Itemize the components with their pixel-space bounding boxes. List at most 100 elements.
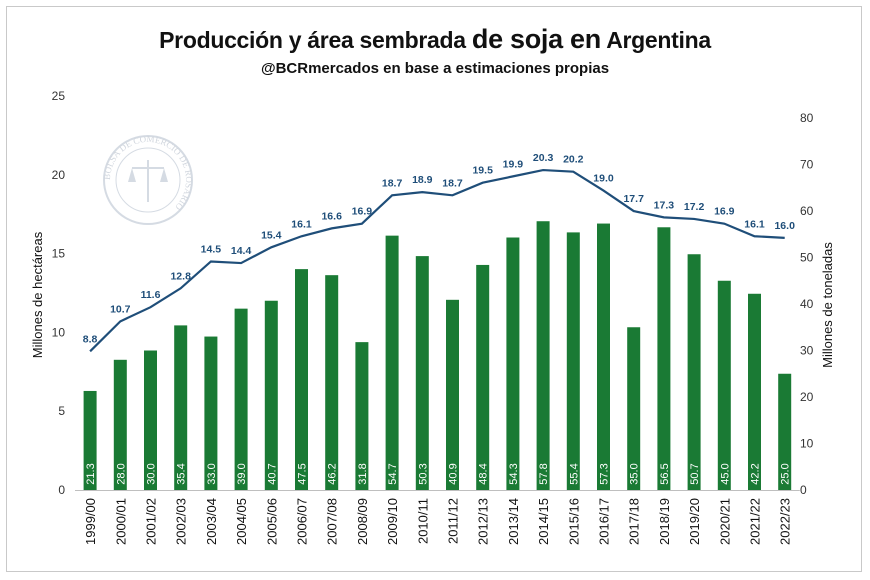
line-value-label: 10.7: [110, 303, 131, 315]
line-value-label: 8.8: [83, 333, 98, 345]
y-tick-label: 5: [58, 404, 65, 418]
line-value-label: 19.9: [503, 158, 524, 170]
bar-value-label: 35.4: [176, 463, 188, 484]
line-value-label: 17.7: [623, 193, 644, 205]
line-value-label: 15.4: [261, 229, 282, 241]
production-bar: [748, 293, 761, 490]
x-tick-label: 2004/05: [234, 498, 249, 545]
x-tick-label: 2002/03: [174, 498, 189, 545]
production-bar: [355, 342, 369, 490]
y2-tick-label: 60: [800, 204, 814, 218]
production-bar: [113, 359, 127, 490]
bar-value-label: 40.9: [448, 463, 460, 484]
bar-value-label: 57.3: [599, 463, 611, 484]
bar-value-label: 50.7: [689, 463, 701, 484]
bar-value-label: 42.2: [750, 463, 762, 484]
x-tick-label: 2014/15: [536, 498, 551, 545]
bcr-seal-watermark: BOLSA DE COMERCIO DE ROSARIO: [102, 134, 194, 225]
line-value-label: 16.9: [352, 206, 373, 218]
production-bar: [446, 299, 459, 490]
area-line-path: [89, 168, 785, 353]
bar-value-label: 28.0: [115, 463, 127, 484]
x-tick-label: 2012/13: [476, 498, 491, 545]
line-value-label: 19.0: [593, 173, 614, 185]
x-tick-label: 2018/19: [657, 498, 672, 545]
bar-value-label: 31.8: [357, 463, 369, 484]
bar-value-label: 33.0: [206, 463, 218, 484]
bar-value-label: 56.5: [659, 463, 671, 484]
bar-value-label: 40.7: [266, 463, 278, 484]
production-bar: [778, 373, 792, 490]
x-tick-label: 2008/09: [355, 498, 370, 545]
line-value-label: 18.7: [382, 177, 403, 189]
bar-value-label: 39.0: [236, 463, 248, 484]
bar-value-label: 47.5: [297, 463, 309, 484]
y-tick-label: 0: [58, 483, 65, 497]
production-bar: [144, 350, 157, 490]
x-tick-label: 2017/18: [627, 498, 642, 545]
x-tick-label: 2016/17: [597, 498, 612, 545]
y-tick-label: 10: [52, 325, 66, 339]
y-tick-label: 20: [52, 168, 66, 182]
line-value-label: 16.1: [744, 218, 765, 230]
line-value-label: 12.8: [170, 270, 191, 282]
chart-title: Producción y área sembrada de soja en Ar…: [159, 24, 711, 54]
line-value-label: 17.3: [654, 199, 675, 211]
production-bar: [83, 390, 97, 490]
x-axis: 1999/00 2000/01 2001/02 2002/03 2003/04 2004/…: [75, 490, 800, 545]
area-line: 8.8 10.7 11.6 12.8 14.5 14.4 15.4 16.1 16.6 16.9 1…: [83, 152, 795, 353]
x-tick-label: 2003/04: [204, 498, 219, 545]
x-tick-label: 2015/16: [566, 498, 581, 545]
x-tick-label: 2005/06: [264, 498, 279, 545]
y2-tick-label: 0: [800, 483, 807, 497]
x-tick-label: 2009/10: [385, 498, 400, 545]
line-value-label: 20.2: [563, 154, 584, 166]
production-bar: [295, 269, 308, 490]
y2-tick-label: 80: [800, 111, 814, 125]
bar-value-label: 30.0: [146, 463, 158, 484]
bar-value-label: 25.0: [780, 463, 792, 484]
line-value-label: 11.6: [141, 289, 161, 301]
y2-tick-label: 70: [800, 158, 814, 172]
y2-tick-label: 40: [800, 297, 814, 311]
line-value-label: 17.2: [684, 201, 705, 213]
bar-value-label: 21.3: [85, 463, 97, 484]
production-bar: [476, 264, 490, 490]
bar-value-label: 54.3: [508, 463, 520, 484]
production-bar: [657, 227, 671, 490]
line-value-label: 18.7: [442, 177, 463, 189]
production-bar: [204, 336, 218, 490]
bar-value-label: 46.2: [327, 463, 339, 484]
production-bar: [234, 308, 248, 490]
line-value-label: 16.1: [291, 218, 312, 230]
production-bar: [385, 235, 399, 490]
x-tick-label: 2001/02: [144, 498, 159, 545]
y-axis-left: 0 5 10 15 20 25: [52, 89, 66, 497]
bar-value-label: 55.4: [568, 463, 580, 484]
bar-value-label: 45.0: [719, 463, 731, 484]
y-axis-right: 0 10 20 30 40 50 60 70 80: [800, 111, 814, 497]
production-bars: 21.3 28.0 30.0 35.4 33.0 39.0 40.7 47.5 46.2 31.8…: [83, 221, 792, 491]
production-bar: [687, 254, 701, 490]
bar-value-label: 50.3: [417, 463, 429, 484]
x-tick-label: 1999/00: [83, 498, 98, 545]
production-bar: [264, 300, 278, 490]
y-tick-label: 25: [52, 89, 66, 103]
production-bar: [506, 237, 520, 490]
y-axis-title: Millones de hectáreas: [30, 231, 45, 358]
y-tick-label: 15: [52, 247, 66, 261]
production-bar: [717, 280, 731, 490]
y2-tick-label: 20: [800, 390, 814, 404]
x-tick-label: 2021/22: [748, 498, 763, 545]
x-tick-label: 2013/14: [506, 498, 521, 545]
line-value-label: 20.3: [533, 152, 554, 164]
production-bar: [415, 256, 429, 490]
line-value-label: 16.9: [714, 206, 735, 218]
line-value-label: 19.5: [472, 165, 493, 177]
line-value-label: 16.6: [321, 210, 342, 222]
bar-value-label: 57.8: [538, 463, 550, 484]
y2-tick-label: 10: [800, 437, 814, 451]
x-tick-label: 2007/08: [325, 498, 340, 545]
line-value-label: 18.9: [412, 174, 433, 186]
